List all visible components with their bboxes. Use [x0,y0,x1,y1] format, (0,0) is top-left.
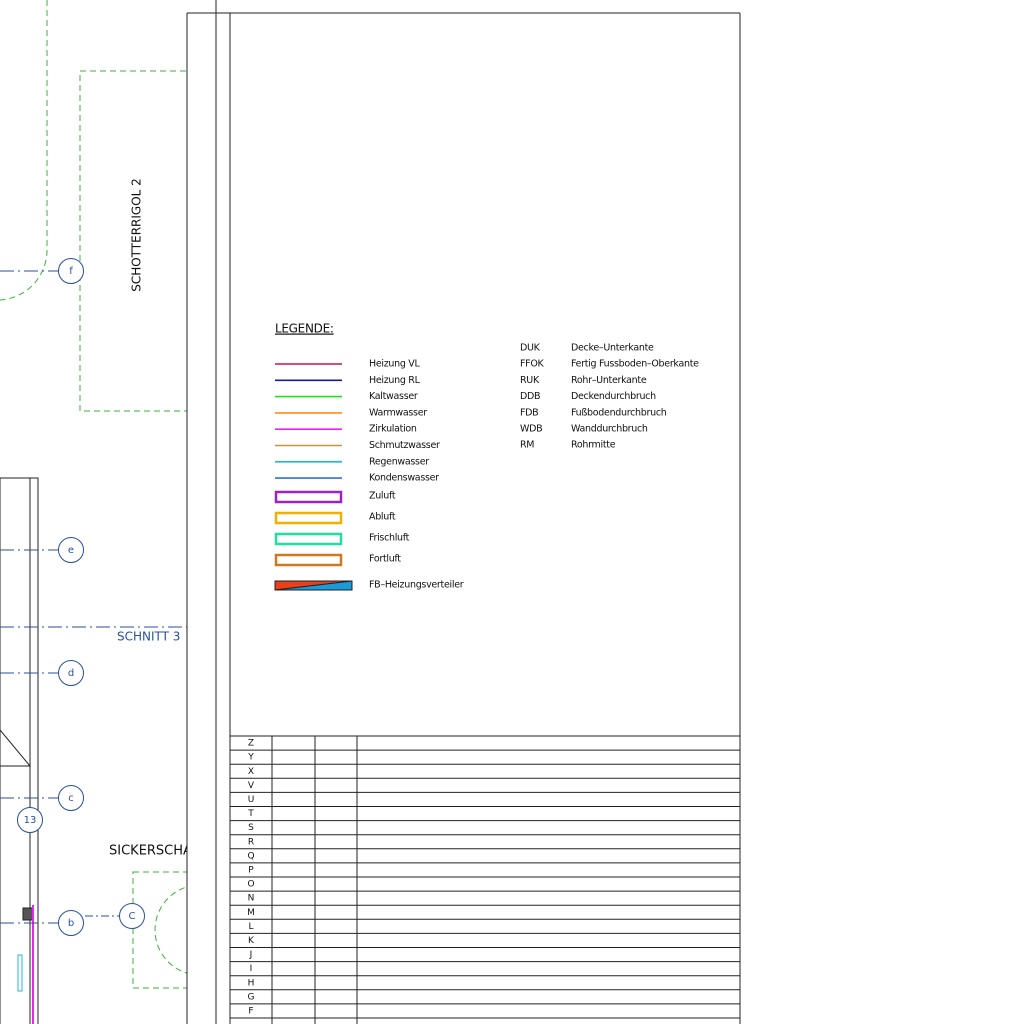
legend-duct [274,553,343,567]
shaft-label: SICKERSCHA [109,844,192,859]
rigol-outline [79,70,187,412]
legend-label: Frischluft [369,533,410,544]
revision-letter: I [250,964,253,974]
revision-letter: L [248,922,253,932]
axis-label: c [68,793,74,804]
abbr-meaning: Decke–Unterkante [571,343,654,354]
legend-duct [274,490,343,504]
revision-letter: Y [247,753,254,763]
revision-letter: O [247,880,254,890]
abbr-code: DUK [520,343,541,354]
revision-letter: S [248,823,254,833]
section-label: SCHNITT 3 [117,630,180,644]
legend-label: Heizung VL [369,359,421,370]
axis-label: f [69,266,73,277]
revision-letter: Z [248,739,254,749]
legend-label: Kaltwasser [369,391,418,402]
fixture [17,954,23,992]
revision-letter: M [247,908,255,918]
legend-label: Abluft [369,512,396,523]
shaft-circle [154,886,187,974]
legend-label: Zirkulation [369,424,417,435]
abbr-code: RUK [520,375,540,386]
revision-letter: K [248,936,255,946]
legend-label: Kondenswasser [369,473,439,484]
building-wall [0,477,39,1024]
abbr-code: DDB [520,391,540,402]
legend-label: Regenwasser [369,456,429,467]
stair [0,729,32,767]
legend-label: FB–Heizungsverteiler [369,580,464,591]
legend-label: Heizung RL [369,375,421,386]
axis-bubble [58,258,84,284]
legend-duct [274,532,343,546]
axis-bubble [58,785,84,811]
detail-label: 13 [24,815,37,826]
abbr-meaning: Wanddurchbruch [571,424,648,435]
abbr-meaning: Deckendurchbruch [571,391,656,402]
abbr-code: WDB [520,424,542,435]
legend-label: Fortluft [369,554,401,565]
revision-letter: V [248,781,255,791]
shaft-outline [132,871,187,989]
revision-letter: R [248,837,254,847]
revision-letter: Q [247,851,254,861]
abbr-meaning: Fertig Fussboden–Oberkante [571,359,699,370]
revision-letter: N [248,894,255,904]
fixture [22,907,34,921]
abbr-meaning: Rohr–Unterkante [571,375,647,386]
detail-bubble [17,807,43,833]
revision-letter: U [248,795,255,805]
axis-bubble [58,537,84,563]
axis-bubble [58,660,84,686]
abbr-code: FDB [520,407,538,418]
legend-label: Schmutzwasser [369,440,440,451]
axis-label: d [68,668,74,679]
legend-title: LEGENDE: [275,322,334,336]
distributor-symbol [274,580,353,591]
abbr-code: RM [520,440,534,451]
revision-letter: J [249,950,253,960]
axis-label: b [68,918,74,929]
plan-area: SCHOTTERRIGOL 2 SCHNITT 3 SICKERSCHA f e d… [0,0,192,1024]
revision-letter: T [247,809,254,819]
revision-letter: H [248,978,255,988]
axis-label: e [68,545,74,556]
revision-letter: F [248,1006,253,1016]
rigol-label: SCHOTTERRIGOL 2 [130,178,144,292]
axis-bubble [58,910,84,936]
abbr-code: FFOK [520,359,545,370]
abbr-meaning: Rohrmitte [571,440,616,451]
revision-letter: P [248,865,254,875]
revision-letter: X [248,767,254,777]
detail-label: C [129,911,136,922]
revision-letter: G [248,992,255,1002]
legend-label: Warmwasser [369,407,427,418]
detail-bubble [119,903,145,929]
legend-label: Zuluft [369,491,396,502]
green-boundary [0,0,48,301]
legend-duct [274,511,343,525]
abbr-meaning: Fußbodendurchbruch [571,407,667,418]
